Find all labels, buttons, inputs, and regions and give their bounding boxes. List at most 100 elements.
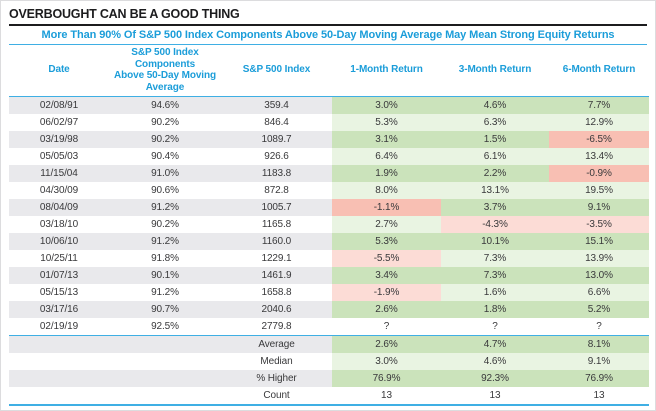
- date-cell: 05/05/03: [39, 151, 79, 162]
- return-cell: 6.4%: [332, 148, 441, 165]
- return-cell: -6.5%: [549, 131, 649, 148]
- summary-value-cell: 9.1%: [549, 353, 649, 370]
- index-cell: 926.6: [264, 151, 289, 162]
- return-cell: 2.2%: [441, 165, 549, 182]
- table-header-row: Date S&P 500 Index Components Above 50-Da…: [9, 45, 649, 97]
- index-cell: 1183.8: [221, 165, 332, 182]
- date-cell: 08/04/09: [9, 199, 109, 216]
- return-cell: 6.1%: [441, 148, 549, 165]
- summary-value-cell: 2.6%: [332, 335, 441, 353]
- return-cell: 5.2%: [549, 301, 649, 318]
- index-cell: 1229.1: [261, 253, 292, 264]
- components-cell: 90.2%: [151, 117, 179, 128]
- return-cell: -5.5%: [332, 250, 441, 267]
- return-cell: -1.9%: [332, 284, 441, 301]
- summary-value-cell: 76.9%: [332, 370, 441, 387]
- index-cell: 872.8: [264, 185, 289, 196]
- return-cell: -3.5%: [549, 216, 649, 233]
- return-cell: 10.1%: [441, 233, 549, 250]
- return-cell: ?: [596, 321, 602, 332]
- summary-label-cell: % Higher: [221, 370, 332, 387]
- summary-value-cell: 8.1%: [549, 335, 649, 353]
- return-cell: 6.3%: [441, 114, 549, 131]
- date-cell: 02/19/19: [39, 321, 79, 332]
- summary-value-cell: 13: [381, 390, 392, 401]
- components-cell: 90.4%: [151, 151, 179, 162]
- return-cell: 3.0%: [332, 96, 441, 114]
- col-header-components: S&P 500 Index Components Above 50-Day Mov…: [109, 45, 221, 97]
- components-cell: 91.2%: [151, 287, 179, 298]
- index-cell: 1160.0: [221, 233, 332, 250]
- date-cell: 05/15/13: [39, 287, 79, 298]
- table-row: 08/04/09 91.2% 1005.7 -1.1% 3.7% 9.1%: [9, 199, 649, 216]
- components-cell: 90.2%: [151, 219, 179, 230]
- return-cell: -4.3%: [441, 216, 549, 233]
- page-title: OVERBOUGHT CAN BE A GOOD THING: [9, 4, 647, 26]
- table-row: 01/07/13 90.1% 1461.9 3.4% 7.3% 13.0%: [9, 267, 649, 284]
- date-cell: 10/25/11: [40, 253, 78, 264]
- table-row: 10/25/11 91.8% 1229.1 -5.5% 7.3% 13.9%: [9, 250, 649, 267]
- index-cell: 846.4: [264, 117, 289, 128]
- return-cell: 3.4%: [332, 267, 441, 284]
- summary-label-cell: Average: [221, 335, 332, 353]
- return-cell: 1.9%: [332, 165, 441, 182]
- return-cell: 1.6%: [441, 284, 549, 301]
- return-cell: 5.3%: [332, 114, 441, 131]
- summary-row: Average 2.6% 4.7% 8.1%: [9, 335, 649, 353]
- index-cell: 1005.7: [221, 199, 332, 216]
- date-cell: 03/19/98: [9, 131, 109, 148]
- components-cell: 90.1%: [109, 267, 221, 284]
- return-cell: 8.0%: [332, 182, 441, 199]
- return-cell: -1.1%: [332, 199, 441, 216]
- col-header-index: S&P 500 Index: [242, 64, 311, 76]
- index-cell: 1165.8: [261, 219, 292, 230]
- returns-table: Date S&P 500 Index Components Above 50-Da…: [9, 45, 649, 406]
- return-cell: 3.7%: [441, 199, 549, 216]
- date-cell: 04/30/09: [39, 185, 79, 196]
- date-cell: 01/07/13: [9, 267, 109, 284]
- components-cell: 94.6%: [109, 96, 221, 114]
- return-cell: 1.8%: [441, 301, 549, 318]
- table-row: 02/19/19 92.5% 2779.8???: [9, 318, 649, 336]
- index-cell: 2779.8: [261, 321, 292, 332]
- summary-spacer-cell: [9, 353, 221, 370]
- return-cell: 13.1%: [441, 182, 549, 199]
- return-cell: 3.1%: [332, 131, 441, 148]
- col-header-3-month: 3-Month Return: [458, 64, 532, 76]
- components-cell: 91.2%: [109, 199, 221, 216]
- components-cell: 92.5%: [151, 321, 179, 332]
- return-cell: 13.4%: [549, 148, 649, 165]
- return-cell: 5.3%: [332, 233, 441, 250]
- index-cell: 359.4: [221, 96, 332, 114]
- col-header-components-line2: Above 50-Day Moving Average: [113, 70, 216, 93]
- components-cell: 91.8%: [151, 253, 179, 264]
- summary-value-cell: 13: [489, 390, 501, 401]
- summary-row: % Higher 76.9% 92.3% 76.9%: [9, 370, 649, 387]
- col-header-1-month: 1-Month Return: [350, 64, 423, 76]
- components-cell: 91.0%: [109, 165, 221, 182]
- summary-value-cell: 76.9%: [549, 370, 649, 387]
- return-cell: 7.3%: [441, 267, 549, 284]
- return-cell: 15.1%: [549, 233, 649, 250]
- summary-row: Median 3.0% 4.6% 9.1%: [9, 353, 649, 370]
- index-cell: 1089.7: [221, 131, 332, 148]
- date-cell: 03/18/10: [39, 219, 79, 230]
- return-cell: 19.5%: [549, 182, 649, 199]
- table-row: 03/17/16 90.7% 2040.6 2.6% 1.8% 5.2%: [9, 301, 649, 318]
- table-row: 06/02/97 90.2% 846.4 5.3% 6.3% 12.9%: [9, 114, 649, 131]
- return-cell: ?: [383, 321, 390, 332]
- return-cell: 9.1%: [549, 199, 649, 216]
- date-cell: 03/17/16: [9, 301, 109, 318]
- summary-spacer-cell: [9, 387, 221, 405]
- summary-value-cell: 3.0%: [332, 353, 441, 370]
- return-cell: 7.7%: [549, 96, 649, 114]
- table-subtitle: More Than 90% Of S&P 500 Index Component…: [9, 26, 647, 45]
- date-cell: 06/02/97: [39, 117, 79, 128]
- table-row: 02/08/91 94.6% 359.4 3.0% 4.6% 7.7%: [9, 96, 649, 114]
- summary-label-cell: Median: [260, 356, 293, 367]
- return-cell: 1.5%: [441, 131, 549, 148]
- date-cell: 11/15/04: [9, 165, 109, 182]
- table-row: 05/15/13 91.2% 1658.8 -1.9% 1.6% 6.6%: [9, 284, 649, 301]
- date-cell: 10/06/10: [9, 233, 109, 250]
